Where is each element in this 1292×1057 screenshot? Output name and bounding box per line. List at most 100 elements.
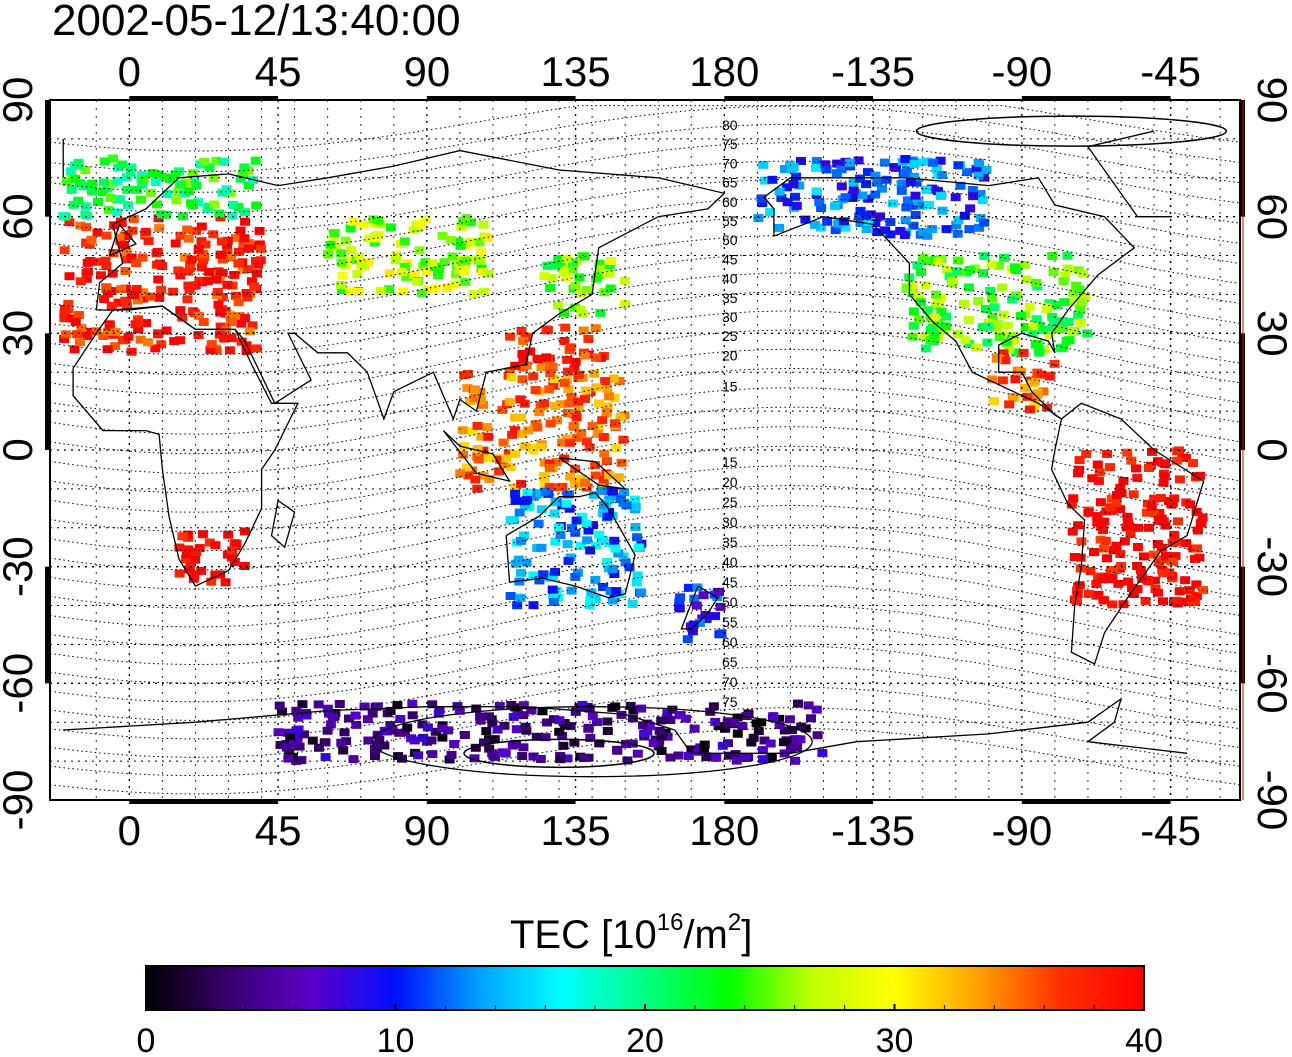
tec-cell	[336, 738, 347, 747]
tec-cell	[656, 747, 667, 755]
tec-cell	[339, 728, 350, 737]
tec-cell	[796, 722, 807, 731]
tec-cell	[964, 316, 974, 325]
tec-cell	[537, 707, 548, 716]
tec-cell	[475, 396, 486, 405]
tec-cell	[372, 702, 383, 711]
tec-cell	[935, 156, 946, 165]
tec-cell	[135, 195, 146, 204]
colorbar-label: TEC [1016/m2]	[510, 909, 752, 957]
tec-cell	[484, 712, 494, 721]
tec-cell	[1185, 500, 1196, 509]
tec-cell	[953, 256, 964, 265]
colorbar-label-main: TEC [10	[510, 913, 657, 957]
tec-cell	[717, 741, 728, 750]
tec-cell	[644, 722, 655, 731]
contour-line	[50, 253, 1240, 336]
tec-cell	[753, 214, 764, 223]
tec-cell	[601, 407, 612, 416]
contour-label-south: 70	[722, 674, 738, 690]
contour-label-south: 30	[722, 514, 738, 530]
contour-label-north: 65	[722, 175, 738, 191]
tec-cell	[138, 294, 149, 303]
tec-cell	[544, 385, 555, 394]
left-lat-tick-label: -30	[0, 536, 41, 597]
tec-cell	[495, 455, 506, 464]
tec-cell	[590, 575, 601, 584]
contour-line	[50, 686, 1240, 758]
coastline	[505, 492, 636, 599]
tec-cell	[59, 334, 70, 343]
tec-cell	[283, 754, 294, 763]
tec-cell	[855, 174, 865, 183]
tec-cell	[550, 537, 561, 546]
tec-region-patch	[674, 583, 727, 644]
colorbar-tick-label: 30	[876, 1022, 914, 1057]
tec-cell	[216, 237, 227, 246]
tec-cell	[922, 231, 933, 240]
tec-cell	[564, 438, 575, 447]
tec-cell	[229, 270, 240, 279]
tec-cell	[93, 197, 104, 206]
tec-cell	[1041, 302, 1052, 311]
tec-cell	[731, 756, 742, 765]
right-lat-tick-label: 90	[1249, 77, 1292, 124]
contour-label-south: 50	[722, 594, 738, 610]
tec-cell	[1029, 377, 1040, 386]
contour-label-north: 55	[722, 213, 738, 229]
tec-cell	[580, 351, 590, 360]
tec-cell	[1118, 476, 1129, 485]
tec-cell	[573, 402, 584, 411]
tec-cell	[450, 270, 461, 279]
tec-cell	[787, 726, 797, 734]
tec-cell	[758, 755, 769, 764]
tec-cell	[790, 756, 800, 765]
tec-cell	[560, 323, 571, 332]
tec-cell	[1148, 550, 1159, 559]
tec-cell	[1101, 507, 1112, 516]
tec-cell	[748, 733, 759, 742]
tec-cell	[417, 720, 428, 729]
tec-cell	[211, 275, 222, 284]
tec-cell	[455, 241, 466, 250]
tec-cell	[1169, 530, 1180, 539]
tec-cell	[181, 550, 192, 559]
tec-cell	[758, 160, 769, 169]
tec-cell	[914, 315, 925, 324]
tec-cell	[575, 541, 586, 550]
tec-cell	[989, 303, 1000, 312]
tec-cell	[571, 433, 582, 442]
tec-cell	[131, 259, 142, 267]
tec-cell	[1058, 343, 1069, 352]
tec-cell	[803, 701, 814, 710]
tec-cell	[599, 288, 610, 297]
tec-cell	[899, 231, 910, 240]
tec-cell	[175, 271, 186, 280]
tec-cell	[1098, 544, 1109, 553]
contour-line	[50, 387, 1240, 474]
tec-cell	[922, 306, 933, 315]
tec-cell	[108, 249, 119, 258]
tec-cell	[320, 738, 331, 747]
tec-cell	[60, 306, 71, 315]
tec-cell	[656, 732, 667, 740]
tec-cell	[251, 201, 262, 210]
tec-cell	[296, 756, 307, 765]
tec-cell	[478, 220, 489, 229]
tec-cell	[220, 578, 231, 587]
contour-line	[50, 406, 1240, 494]
tec-cell	[1137, 574, 1148, 583]
tec-cell	[1048, 268, 1059, 277]
left-lat-tick-label: 30	[0, 310, 41, 357]
tec-cell	[161, 326, 172, 335]
top-lon-tick-label: -45	[1140, 48, 1201, 95]
tec-cell	[955, 181, 966, 190]
tec-cell	[233, 203, 244, 211]
tec-region-patch	[455, 369, 630, 493]
tec-cell	[510, 739, 521, 748]
tec-cell	[231, 233, 241, 242]
tec-cell	[540, 487, 551, 496]
tec-cell	[208, 174, 219, 183]
tec-cell	[1140, 596, 1151, 605]
tec-cell	[715, 602, 726, 611]
